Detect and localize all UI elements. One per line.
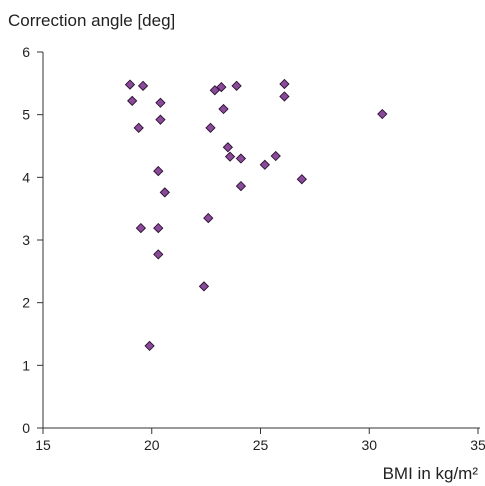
data-point xyxy=(153,222,164,234)
data-point xyxy=(209,85,220,96)
data-point xyxy=(296,174,307,185)
y-axis-title: Correction angle [deg] xyxy=(8,11,175,30)
x-axis-ticks: 15 20 25 30 35 xyxy=(35,428,485,453)
data-point xyxy=(222,142,234,153)
data-point xyxy=(137,80,149,91)
data-point xyxy=(279,91,290,102)
y-tick-label: 6 xyxy=(22,44,30,60)
y-tick-label: 2 xyxy=(22,295,30,311)
y-tick-label: 1 xyxy=(22,357,30,373)
data-point xyxy=(279,78,290,90)
data-point xyxy=(259,159,270,170)
data-point xyxy=(153,165,164,177)
data-point xyxy=(155,114,166,125)
data-point xyxy=(198,281,210,292)
data-point xyxy=(270,150,281,162)
data-point xyxy=(127,95,138,107)
y-tick-label: 4 xyxy=(22,169,30,185)
data-point xyxy=(124,79,136,90)
data-point xyxy=(224,151,236,162)
data-point xyxy=(203,212,214,224)
y-tick-label: 3 xyxy=(22,232,30,248)
data-point xyxy=(144,340,155,352)
data-point xyxy=(216,81,227,93)
y-axis-ticks: 0 1 2 3 4 5 6 xyxy=(22,44,43,436)
x-tick-label: 30 xyxy=(361,437,377,453)
data-points xyxy=(124,78,388,352)
y-tick-label: 5 xyxy=(22,107,30,123)
x-tick-label: 25 xyxy=(253,437,269,453)
data-point xyxy=(235,153,247,164)
data-point xyxy=(235,180,247,192)
data-point xyxy=(133,122,144,133)
x-tick-label: 20 xyxy=(144,437,160,453)
data-point xyxy=(377,108,388,120)
data-point xyxy=(218,103,229,115)
x-axis-title: BMI in kg/m² xyxy=(383,464,479,483)
data-point xyxy=(135,222,147,234)
data-point xyxy=(153,249,164,260)
data-point xyxy=(159,187,170,198)
data-point xyxy=(231,80,242,91)
x-tick-label: 15 xyxy=(35,437,51,453)
x-tick-label: 35 xyxy=(470,437,485,453)
data-point xyxy=(205,122,216,133)
y-tick-label: 0 xyxy=(22,420,30,436)
data-point xyxy=(155,97,166,108)
